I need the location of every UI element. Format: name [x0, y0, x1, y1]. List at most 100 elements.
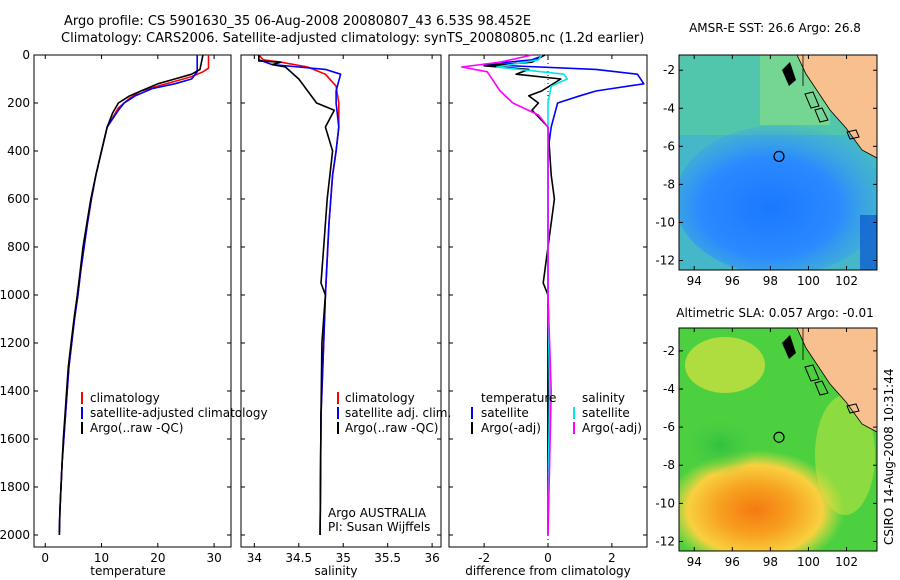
legend-climatology: climatology [345, 391, 415, 405]
map-y-tick-label: -10 [655, 215, 675, 229]
sla-high-nw [685, 337, 765, 393]
sla-map [679, 328, 877, 551]
legend-satellite-adj: satellite adj. clim. [345, 406, 451, 420]
map-y-tick-label: -12 [655, 253, 675, 267]
x-tick-label: 10 [94, 551, 109, 565]
island [846, 129, 860, 140]
sst-map [679, 55, 877, 270]
x-tick-label: 0 [544, 551, 552, 565]
argo-credit-line2: PI: Susan Wijffels [328, 520, 430, 534]
map-x-tick-label: 94 [687, 555, 702, 569]
figure-subtitle: Climatology: CARS2006. Satellite-adjuste… [61, 31, 644, 46]
map-y-tick-label: -2 [663, 63, 675, 77]
sst-map-overlay: 94 96 98 100 102 -2 -4 -6 -8 -10 -12 [655, 55, 877, 288]
map-x-tick-label: 98 [763, 555, 778, 569]
difference-plot: -2 0 2 [449, 54, 647, 565]
map-y-tick-label: -6 [663, 139, 675, 153]
legend-sal-argo: Argo(-adj) [582, 421, 642, 435]
float-location-marker [773, 431, 785, 443]
sst-map-title: AMSR-E SST: 26.6 Argo: 26.8 [689, 21, 861, 35]
x-tick-label: 34.5 [285, 551, 312, 565]
sst-cool-pool [679, 125, 877, 270]
y-tick-label: 600 [7, 192, 30, 206]
temperature-axes [33, 54, 232, 548]
legend-argo: Argo(..raw -QC) [90, 421, 183, 435]
map-x-tick-label: 98 [763, 274, 778, 288]
sla-map-frame [678, 327, 878, 552]
map-x-tick-label: 100 [797, 274, 820, 288]
x-tick-label: 2 [608, 551, 616, 565]
salinity-plot: 34 34.5 35 35.5 36 [241, 54, 441, 565]
y-tick-label: 2000 [0, 528, 30, 542]
y-tick-label: 200 [7, 96, 30, 110]
y-tick-label: 1600 [0, 432, 30, 446]
series-line-3 [460, 54, 553, 536]
y-tick-label: 1200 [0, 336, 30, 350]
island [814, 380, 829, 396]
legend-temp-satellite: satellite [481, 406, 529, 420]
y-tick-label: 1000 [0, 288, 30, 302]
x-tick-label: 0 [41, 551, 49, 565]
legend-argo: Argo(..raw -QC) [345, 421, 438, 435]
map-y-tick-label: -10 [655, 496, 675, 510]
temperature-legend: climatology satellite-adjusted climatolo… [81, 391, 268, 435]
map-x-tick-label: 102 [835, 274, 858, 288]
island [804, 91, 820, 109]
figure-title: Argo profile: CS 5901630_35 06-Aug-2008 … [64, 14, 531, 29]
sla-map-title: Altimetric SLA: 0.057 Argo: -0.01 [676, 306, 873, 320]
map-y-tick-label: -4 [663, 382, 675, 396]
y-tick-label: 0 [22, 48, 30, 62]
x-tick-label: 30 [206, 551, 221, 565]
salinity-legend: climatology satellite adj. clim. Argo(..… [328, 391, 451, 534]
float-location-marker [773, 150, 785, 163]
island [782, 62, 796, 86]
map-x-tick-label: 94 [687, 274, 702, 288]
credit-stamp: CSIRO 14-Aug-2008 10:31:44 [882, 369, 896, 545]
x-tick-label: 20 [150, 551, 165, 565]
argo-credit-line1: Argo AUSTRALIA [328, 506, 427, 520]
island [782, 335, 796, 359]
legend-satellite-adjusted: satellite-adjusted climatology [90, 406, 268, 420]
series-line-1 [257, 55, 342, 536]
series-line-2 [257, 55, 336, 536]
difference-xlabel: difference from climatology [465, 564, 631, 578]
map-x-tick-label: 100 [797, 555, 820, 569]
salinity-xlabel: salinity [314, 564, 357, 578]
x-tick-label: -2 [478, 551, 490, 565]
y-tick-label: 1400 [0, 384, 30, 398]
island [814, 107, 829, 123]
y-tick-label: 1800 [0, 480, 30, 494]
sst-cold-edge [860, 215, 877, 270]
island [846, 403, 860, 414]
salinity-axes [240, 54, 442, 548]
y-tick-label: 400 [7, 144, 30, 158]
sst-map-frame [678, 54, 878, 271]
legend-temp-argo: Argo(-adj) [481, 421, 541, 435]
y-tick-label: 800 [7, 240, 30, 254]
difference-legend: temperature satellite Argo(-adj) salinit… [471, 391, 642, 435]
x-tick-label: 36 [424, 551, 439, 565]
map-x-tick-label: 96 [725, 274, 740, 288]
legend-temperature-header: temperature [481, 391, 556, 405]
map-y-tick-label: -12 [655, 534, 675, 548]
legend-sal-satellite: satellite [582, 406, 630, 420]
x-tick-label: 35 [336, 551, 351, 565]
map-x-tick-label: 102 [835, 555, 858, 569]
temperature-xlabel: temperature [90, 564, 165, 578]
x-tick-label: 35.5 [374, 551, 401, 565]
series-line-2 [496, 54, 569, 536]
map-y-tick-label: -8 [663, 177, 675, 191]
map-y-tick-label: -6 [663, 420, 675, 434]
legend-climatology: climatology [90, 391, 160, 405]
legend-salinity-header: salinity [582, 391, 625, 405]
temperature-plot: 0 10 20 30 0 200 400 600 800 1000 1200 1400 1600 1800… [0, 48, 231, 565]
sla-high-south [679, 450, 845, 551]
sla-low-west [680, 415, 760, 475]
x-tick-label: 34 [247, 551, 262, 565]
map-y-tick-label: -8 [663, 458, 675, 472]
map-y-tick-label: -4 [663, 101, 675, 115]
island [804, 364, 820, 382]
sla-map-overlay: 94 96 98 100 102 -2 -4 -6 -8 -10 -12 [655, 328, 877, 569]
map-x-tick-label: 96 [725, 555, 740, 569]
